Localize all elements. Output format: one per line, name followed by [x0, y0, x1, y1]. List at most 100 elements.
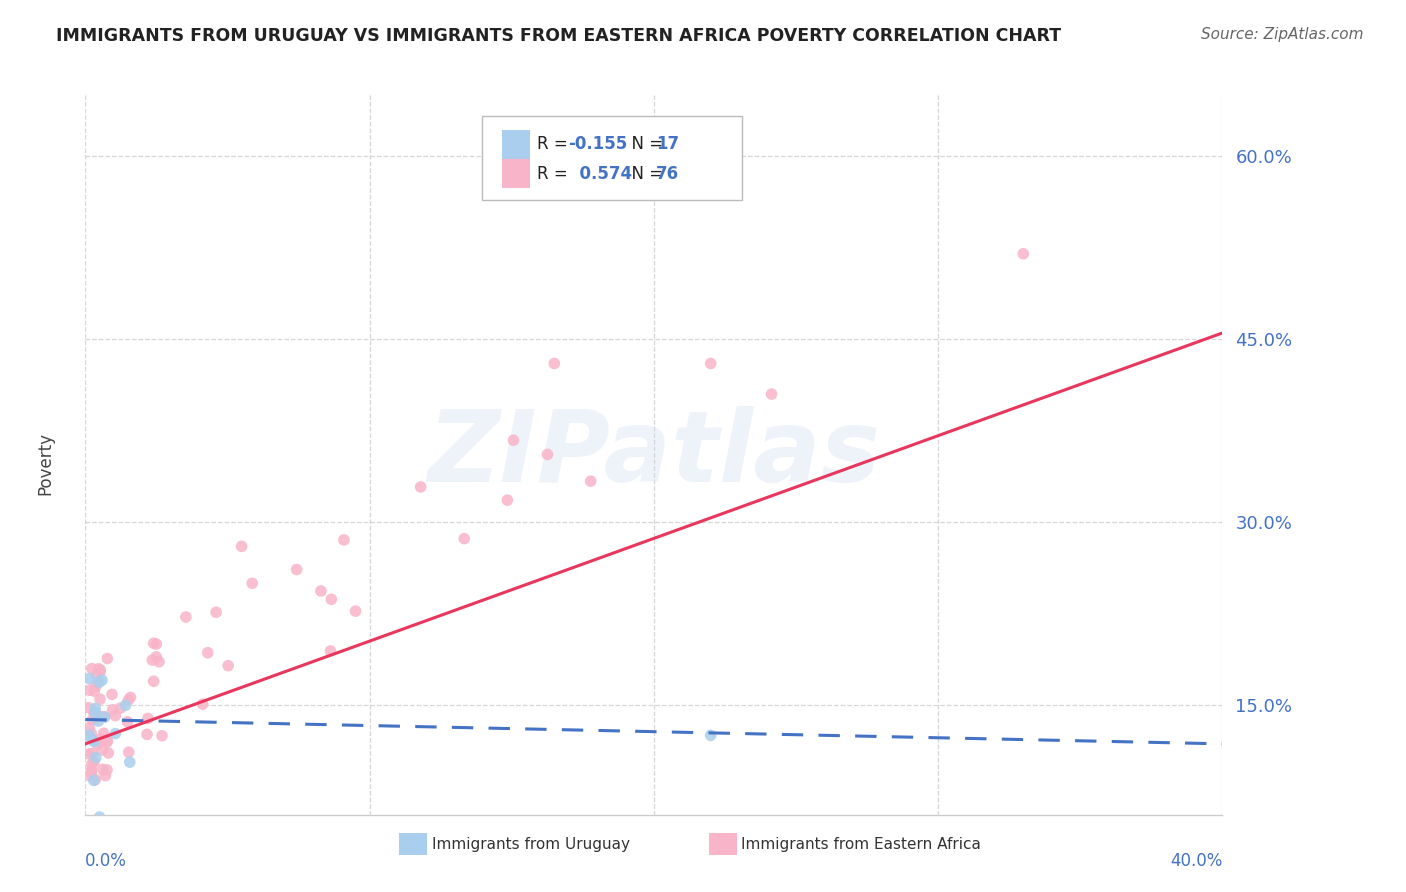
Point [89, 810, 111, 824]
Point [579, 474, 602, 488]
Point [79, 721, 101, 735]
Point [87, 662, 110, 676]
Text: Source: ZipAtlas.com: Source: ZipAtlas.com [1201, 27, 1364, 42]
Point [86, 738, 108, 752]
Point [91, 673, 114, 688]
Point [145, 637, 167, 651]
Point [409, 480, 432, 494]
Point [761, 387, 783, 401]
Point [83, 706, 105, 720]
Point [536, 447, 558, 461]
Point [91, 762, 114, 776]
Point [118, 755, 141, 769]
Point [84, 701, 107, 715]
Point [217, 658, 239, 673]
Point [174, 610, 197, 624]
Point [80, 765, 103, 780]
Point [142, 674, 165, 689]
Point [344, 604, 367, 618]
Point [89, 692, 111, 706]
Text: Immigrants from Eastern Africa: Immigrants from Eastern Africa [741, 838, 981, 853]
Point [93, 710, 115, 724]
Point [83, 773, 105, 788]
Point [110, 701, 132, 715]
Point [231, 540, 253, 554]
Point [87, 714, 110, 728]
Point [91, 743, 114, 757]
Point [285, 562, 308, 576]
Point [240, 576, 263, 591]
Point [80, 733, 103, 747]
Point [1012, 246, 1035, 260]
Point [148, 655, 170, 669]
Point [89, 665, 111, 679]
Point [141, 653, 163, 667]
Text: N =: N = [621, 136, 668, 153]
Text: R =: R = [537, 136, 572, 153]
Point [80, 757, 103, 772]
Point [191, 697, 214, 711]
Point [96, 763, 118, 777]
Text: 17: 17 [657, 136, 679, 153]
Point [89, 709, 111, 723]
Point [80, 726, 103, 740]
Point [118, 745, 141, 759]
Point [83, 684, 105, 698]
Point [96, 735, 118, 749]
Text: -0.155: -0.155 [568, 136, 627, 153]
Point [117, 693, 139, 707]
Text: 0.0%: 0.0% [86, 852, 127, 870]
Point [80, 662, 103, 676]
Point [136, 727, 159, 741]
Point [333, 533, 356, 547]
Point [496, 493, 519, 508]
Point [104, 726, 127, 740]
Point [93, 710, 115, 724]
Point [77, 728, 100, 742]
Point [77, 747, 100, 761]
Point [145, 649, 167, 664]
Point [82, 747, 104, 761]
Point [453, 532, 475, 546]
Point [101, 703, 124, 717]
Point [117, 714, 139, 729]
Point [97, 746, 120, 760]
Point [543, 356, 565, 370]
Point [80, 763, 103, 777]
Point [80, 770, 103, 784]
Point [321, 592, 343, 607]
Point [89, 675, 111, 690]
Point [94, 769, 117, 783]
Text: Immigrants from Uruguay: Immigrants from Uruguay [432, 838, 630, 853]
Point [699, 728, 721, 742]
Text: Poverty: Poverty [37, 433, 53, 495]
Point [150, 729, 173, 743]
Text: IMMIGRANTS FROM URUGUAY VS IMMIGRANTS FROM EASTERN AFRICA POVERTY CORRELATION CH: IMMIGRANTS FROM URUGUAY VS IMMIGRANTS FR… [56, 27, 1062, 45]
Point [83, 734, 105, 748]
Point [93, 726, 115, 740]
Text: ZIPatlas: ZIPatlas [427, 407, 880, 503]
Point [96, 733, 118, 747]
Point [502, 434, 524, 448]
Text: N =: N = [621, 165, 668, 183]
Point [114, 698, 136, 713]
Point [84, 706, 107, 720]
Point [309, 584, 332, 599]
Text: 0.574: 0.574 [568, 165, 631, 183]
Point [197, 646, 219, 660]
Text: R =: R = [537, 165, 572, 183]
Point [104, 708, 127, 723]
Point [87, 675, 110, 690]
Point [89, 663, 111, 677]
Text: 40.0%: 40.0% [1170, 852, 1222, 870]
Point [82, 713, 104, 727]
Point [84, 679, 107, 693]
Point [84, 772, 107, 787]
Point [77, 672, 100, 686]
Text: 76: 76 [657, 165, 679, 183]
Point [205, 605, 228, 619]
Point [84, 750, 107, 764]
Point [79, 683, 101, 698]
Point [699, 356, 721, 370]
Point [142, 636, 165, 650]
